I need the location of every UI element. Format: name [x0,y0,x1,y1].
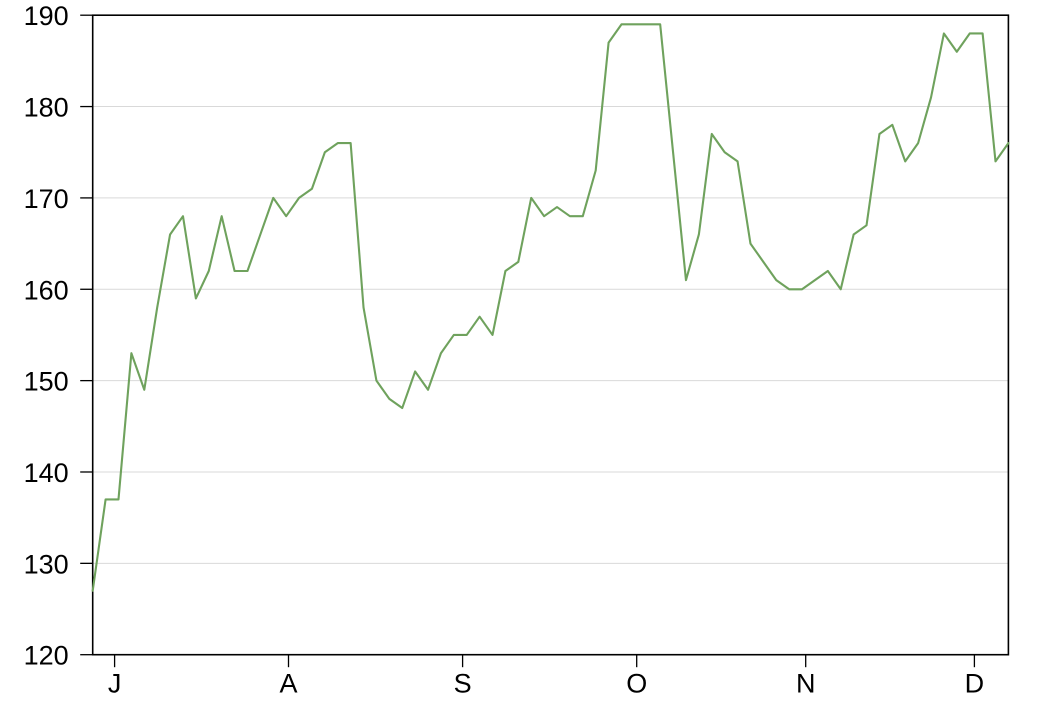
svg-text:A: A [279,669,297,699]
svg-text:190: 190 [24,1,69,31]
svg-text:O: O [626,669,647,699]
svg-text:160: 160 [24,275,69,305]
svg-text:170: 170 [24,184,69,214]
svg-text:130: 130 [24,549,69,579]
svg-text:180: 180 [24,93,69,123]
svg-text:D: D [965,669,985,699]
svg-text:J: J [108,669,122,699]
svg-text:140: 140 [24,458,69,488]
svg-text:S: S [454,669,472,699]
svg-text:120: 120 [24,641,69,671]
svg-text:N: N [796,669,816,699]
svg-text:150: 150 [24,367,69,397]
